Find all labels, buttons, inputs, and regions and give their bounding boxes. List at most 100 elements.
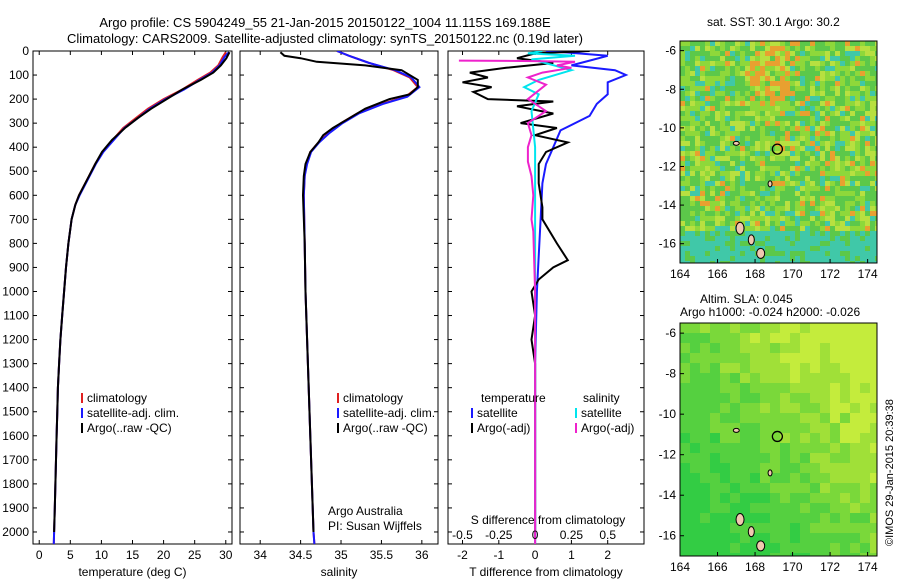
map-cell: [710, 196, 715, 201]
map-cell: [680, 403, 690, 413]
map-cell: [810, 246, 815, 251]
map-cell: [860, 533, 870, 543]
map-cell: [730, 76, 735, 81]
map-cell: [685, 116, 690, 121]
map-cell: [715, 196, 720, 201]
map-cell: [745, 86, 750, 91]
title-line-1: Argo profile: CS 5904249_55 21-Jan-2015 …: [99, 15, 551, 30]
map-cell: [690, 251, 695, 256]
map-cell: [745, 161, 750, 166]
map-cell: [820, 146, 825, 151]
map-cell: [805, 251, 810, 256]
map-cell: [815, 111, 820, 116]
map-cell: [785, 51, 790, 56]
map-cell: [770, 453, 780, 463]
map-cell: [810, 61, 815, 66]
map-cell: [685, 161, 690, 166]
map-cell: [775, 71, 780, 76]
map-cell: [760, 333, 770, 343]
map-cell: [820, 231, 825, 236]
map-cell: [830, 96, 835, 101]
map-y-tick-label: -16: [659, 529, 677, 543]
map-cell: [805, 206, 810, 211]
map-cell: [740, 121, 745, 126]
map-cell: [695, 96, 700, 101]
map-cell: [845, 76, 850, 81]
map-cell: [820, 473, 830, 483]
map-cell: [715, 71, 720, 76]
map-cell: [870, 146, 875, 151]
map-cell: [840, 513, 850, 523]
map-cell: [860, 373, 870, 383]
map-cell: [680, 323, 690, 333]
map-cell: [770, 231, 775, 236]
map-cell: [860, 186, 865, 191]
map-cell: [860, 403, 870, 413]
map-cell: [755, 126, 760, 131]
map-cell: [845, 171, 850, 176]
map-cell: [690, 241, 695, 246]
map-cell: [695, 216, 700, 221]
map-cell: [720, 71, 725, 76]
map-cell: [770, 156, 775, 161]
map-cell: [875, 201, 877, 206]
map-cell: [800, 343, 810, 353]
map-cell: [705, 231, 710, 236]
map-cell: [875, 51, 877, 56]
map-cell: [855, 91, 860, 96]
map-cell: [760, 156, 765, 161]
map-cell: [710, 236, 715, 241]
map-cell: [725, 221, 730, 226]
map-cell: [805, 41, 810, 46]
map-cell: [725, 121, 730, 126]
map-cell: [805, 111, 810, 116]
map-cell: [760, 493, 770, 503]
map-cell: [860, 503, 870, 513]
map-cell: [740, 206, 745, 211]
map-cell: [685, 166, 690, 171]
map-cell: [800, 151, 805, 156]
map-cell: [755, 66, 760, 71]
map-cell: [780, 136, 785, 141]
map-cell: [810, 363, 820, 373]
map-cell: [820, 166, 825, 171]
map-cell: [860, 423, 870, 433]
map-cell: [705, 76, 710, 81]
map-cell: [700, 226, 705, 231]
map-cell: [860, 353, 870, 363]
map-y-tick-label: -6: [665, 44, 676, 58]
map-cell: [705, 221, 710, 226]
map-cell: [755, 146, 760, 151]
map-cell: [730, 211, 735, 216]
series-line-satellite-adj-clim-: [52, 51, 230, 544]
map-cell: [720, 433, 730, 443]
map-cell: [755, 171, 760, 176]
map-cell: [775, 46, 780, 51]
map-cell: [805, 166, 810, 171]
map-cell: [780, 256, 785, 261]
map-cell: [810, 201, 815, 206]
map-cell: [860, 323, 870, 333]
map-cell: [820, 236, 825, 241]
map-cell: [685, 106, 690, 111]
map-cell: [800, 86, 805, 91]
map-cell: [750, 51, 755, 56]
map-cell: [845, 206, 850, 211]
map-cell: [855, 66, 860, 71]
map-cell: [875, 241, 877, 246]
map-cell: [710, 171, 715, 176]
map-cell: [705, 61, 710, 66]
map-cell: [870, 176, 875, 181]
map-cell: [720, 196, 725, 201]
map-cell: [740, 161, 745, 166]
map-cell: [700, 523, 710, 533]
map-cell: [730, 81, 735, 86]
map-cell: [705, 101, 710, 106]
map-cell: [820, 101, 825, 106]
map-cell: [735, 86, 740, 91]
map-cell: [740, 216, 745, 221]
map-cell: [725, 131, 730, 136]
map-cell: [700, 353, 710, 363]
map-cell: [800, 71, 805, 76]
map-cell: [830, 393, 840, 403]
